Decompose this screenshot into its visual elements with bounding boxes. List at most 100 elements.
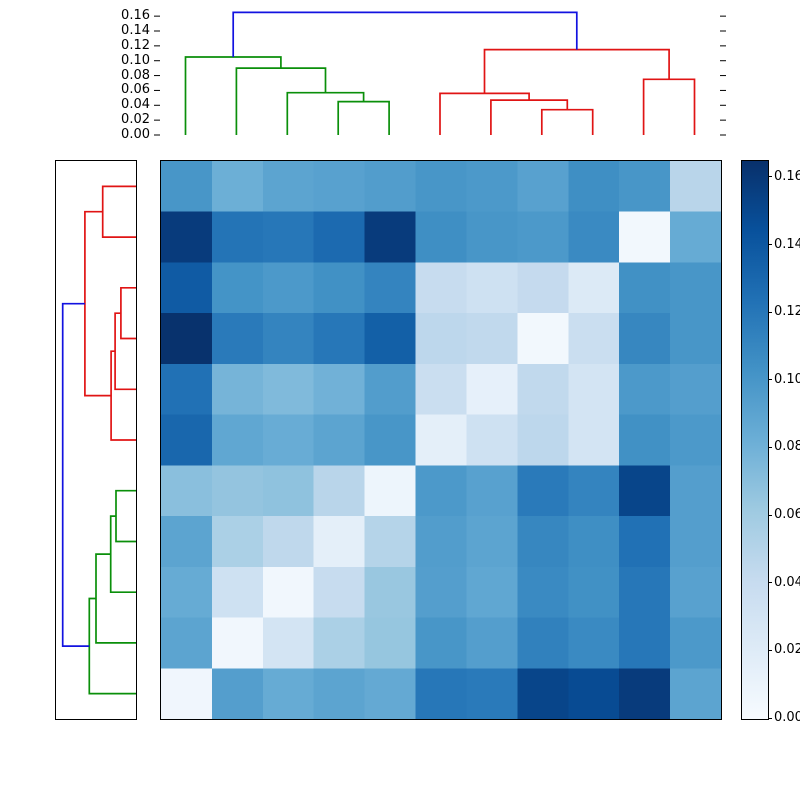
heatmap-cell bbox=[415, 161, 468, 213]
top-axis-tick-label: 0.10 bbox=[121, 52, 150, 68]
top-axis-tick-label: 0.04 bbox=[121, 97, 150, 113]
heatmap-cell bbox=[517, 668, 569, 720]
heatmap-cell bbox=[161, 313, 213, 365]
heatmap-cell bbox=[313, 566, 366, 619]
dendrogram-link bbox=[61, 302, 90, 647]
heatmap-cell bbox=[262, 414, 315, 467]
colorbar-tick-label: 0.08 bbox=[774, 439, 800, 455]
heatmap-cell bbox=[568, 414, 620, 467]
heatmap-cell bbox=[211, 211, 264, 264]
heatmap-cell bbox=[670, 363, 722, 416]
top-axis-tick-label: 0.06 bbox=[121, 82, 150, 98]
heatmap-cell bbox=[517, 262, 569, 314]
heatmap-frame bbox=[160, 160, 722, 720]
top-axis-tick-label: 0.08 bbox=[121, 67, 150, 83]
dendrogram-link bbox=[286, 91, 365, 135]
heatmap-cell bbox=[161, 617, 213, 669]
heatmap-cell bbox=[364, 566, 417, 619]
heatmap-cell bbox=[619, 465, 671, 517]
heatmap-cell bbox=[262, 566, 315, 619]
heatmap-cell bbox=[161, 363, 213, 416]
heatmap-cell bbox=[619, 363, 671, 416]
heatmap-cell bbox=[517, 313, 569, 365]
heatmap-cell bbox=[262, 617, 315, 669]
dendrogram-link bbox=[232, 11, 578, 57]
heatmap-cell bbox=[262, 516, 315, 568]
heatmap bbox=[161, 161, 722, 720]
dendrogram-link bbox=[115, 489, 136, 543]
heatmap-cell bbox=[211, 161, 264, 213]
heatmap-cell bbox=[670, 262, 722, 314]
colorbar-tick-label: 0.06 bbox=[774, 507, 800, 523]
heatmap-cell bbox=[415, 313, 468, 365]
heatmap-cell bbox=[466, 262, 519, 314]
heatmap-cell bbox=[211, 566, 264, 619]
colorbar-tick-label: 0.14 bbox=[774, 236, 800, 252]
heatmap-cell bbox=[619, 516, 671, 568]
heatmap-cell bbox=[466, 617, 519, 669]
heatmap-cell bbox=[619, 161, 671, 213]
heatmap-cell bbox=[619, 617, 671, 669]
heatmap-cell bbox=[466, 566, 519, 619]
dendrogram-link bbox=[114, 312, 136, 391]
heatmap-cell bbox=[415, 617, 468, 669]
colorbar bbox=[741, 160, 769, 720]
heatmap-cell bbox=[415, 516, 468, 568]
heatmap-cell bbox=[161, 516, 213, 568]
heatmap-cell bbox=[670, 211, 722, 264]
dendrogram-link bbox=[120, 286, 136, 340]
heatmap-cell bbox=[517, 161, 569, 213]
heatmap-cell bbox=[211, 516, 264, 568]
heatmap-cell bbox=[415, 668, 468, 720]
colorbar-tick-mark bbox=[768, 446, 772, 448]
heatmap-cell bbox=[670, 566, 722, 619]
heatmap-cell bbox=[211, 262, 264, 314]
colorbar-tick-label: 0.04 bbox=[774, 574, 800, 590]
heatmap-cell bbox=[313, 262, 366, 314]
dendrogram-link bbox=[490, 99, 569, 135]
heatmap-cell bbox=[364, 262, 417, 314]
heatmap-cell bbox=[670, 414, 722, 467]
heatmap-cell bbox=[364, 465, 417, 517]
colorbar-tick-mark bbox=[768, 514, 772, 516]
heatmap-cell bbox=[466, 211, 519, 264]
heatmap-cell bbox=[517, 617, 569, 669]
heatmap-cell bbox=[313, 465, 366, 517]
dendrogram-link bbox=[88, 597, 136, 695]
heatmap-cell bbox=[517, 211, 569, 264]
heatmap-cell bbox=[211, 313, 264, 365]
heatmap-cell bbox=[415, 211, 468, 264]
colorbar-tick-label: 0.00 bbox=[774, 710, 800, 725]
heatmap-cell bbox=[211, 363, 264, 416]
heatmap-cell bbox=[517, 465, 569, 517]
heatmap-cell bbox=[670, 516, 722, 568]
heatmap-cell bbox=[364, 516, 417, 568]
heatmap-cell bbox=[262, 363, 315, 416]
heatmap-cell bbox=[670, 668, 722, 720]
heatmap-cell bbox=[313, 313, 366, 365]
colorbar-tick-mark bbox=[768, 379, 772, 381]
heatmap-cell bbox=[161, 414, 213, 467]
heatmap-cell bbox=[262, 262, 315, 314]
heatmap-cell bbox=[313, 211, 366, 264]
colorbar-tick-mark bbox=[768, 311, 772, 313]
heatmap-cell bbox=[313, 161, 366, 213]
heatmap-cell bbox=[619, 313, 671, 365]
heatmap-cell bbox=[415, 465, 468, 517]
heatmap-cell bbox=[568, 668, 620, 720]
heatmap-cell bbox=[466, 161, 519, 213]
heatmap-cell bbox=[568, 617, 620, 669]
heatmap-cell bbox=[568, 161, 620, 213]
heatmap-cell bbox=[364, 363, 417, 416]
heatmap-cell bbox=[415, 566, 468, 619]
dendrogram-link bbox=[235, 67, 327, 135]
dendrogram-link bbox=[540, 108, 594, 135]
heatmap-cell bbox=[211, 414, 264, 467]
heatmap-cell bbox=[364, 161, 417, 213]
heatmap-cell bbox=[161, 211, 213, 264]
dendrogram-link bbox=[95, 553, 136, 644]
heatmap-cell bbox=[517, 516, 569, 568]
heatmap-cell bbox=[313, 668, 366, 720]
heatmap-cell bbox=[262, 313, 315, 365]
